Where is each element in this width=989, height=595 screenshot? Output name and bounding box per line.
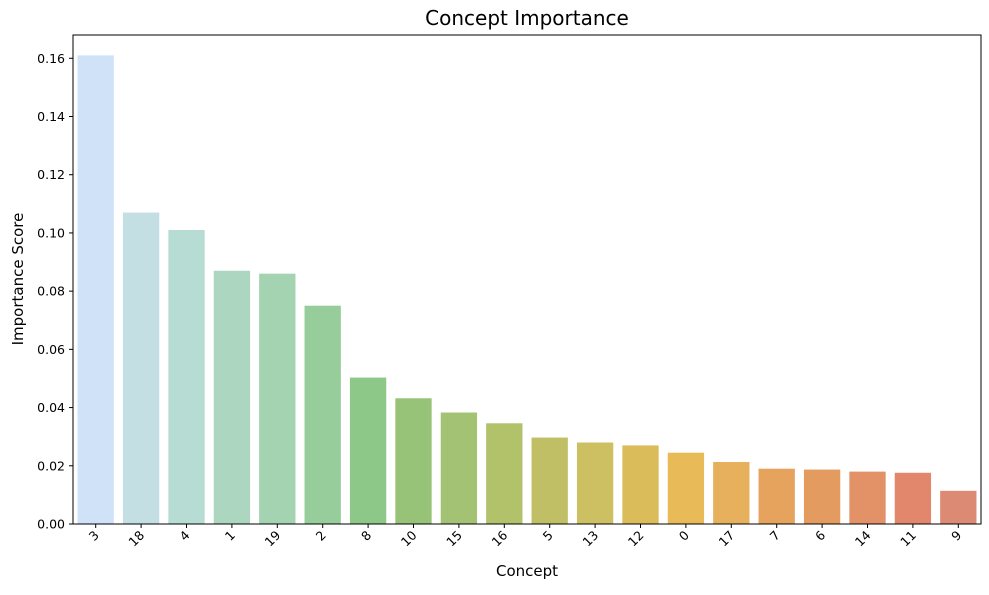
y-tick-label: 0.04 — [37, 400, 65, 415]
y-tick-label: 0.12 — [37, 167, 65, 182]
bar-concept-12 — [622, 445, 659, 524]
bar-concept-14 — [849, 471, 886, 524]
bar-concept-0 — [667, 452, 705, 524]
bar-concept-8 — [349, 377, 387, 524]
x-tick-label: 8 — [358, 527, 374, 543]
x-tick-label: 19 — [262, 527, 284, 549]
x-tick-label: 6 — [812, 527, 828, 543]
plot-frame — [72, 34, 982, 525]
x-tick-label: 7 — [767, 528, 783, 544]
x-tick-label: 12 — [625, 528, 647, 550]
y-tick-label: 0.14 — [37, 109, 65, 124]
x-tick-label: 3 — [86, 528, 102, 544]
x-tick-label: 18 — [125, 527, 147, 549]
y-tick-label: 0.02 — [37, 458, 65, 473]
y-tick-label: 0.00 — [37, 517, 65, 532]
x-tick-label: 0 — [676, 527, 692, 543]
x-tick-label: 17 — [716, 528, 738, 550]
x-tick-label: 5 — [540, 528, 556, 544]
y-tick-label: 0.08 — [37, 284, 65, 299]
x-tick-label: 1 — [222, 528, 238, 544]
x-axis: 3 18 4 1 19 2 8 10 15 16 5 13 12 0 17 7 6 14 11 9 — [86, 524, 964, 550]
x-tick-label: 15 — [443, 528, 465, 550]
bar-concept-5 — [531, 437, 568, 524]
x-tick-label: 14 — [852, 527, 874, 549]
bar-concept-9 — [940, 490, 977, 524]
bar-concept-15 — [440, 412, 478, 524]
bar-concept-2 — [304, 305, 341, 524]
x-axis-label: Concept — [496, 562, 558, 580]
y-axis-label: Importance Score — [9, 213, 27, 346]
bar-concept-4 — [168, 230, 205, 524]
y-tick-label: 0.06 — [37, 342, 65, 357]
y-tick-label: 0.10 — [37, 225, 65, 240]
bar-concept-1 — [213, 270, 251, 524]
y-tick-label: 0.16 — [37, 51, 65, 66]
x-tick-label: 9 — [948, 527, 964, 543]
bar-concept-7 — [758, 468, 795, 524]
x-tick-label: 2 — [313, 528, 329, 544]
bars-group — [77, 55, 977, 524]
bar-concept-10 — [395, 398, 432, 524]
bar-concept-16 — [486, 423, 523, 524]
chart-title: Concept Importance — [425, 6, 629, 30]
bar-concept-19 — [259, 273, 296, 524]
bar-concept-13 — [576, 442, 614, 524]
x-tick-label: 10 — [398, 527, 420, 549]
bar-concept-6 — [803, 469, 841, 524]
bar-concept-17 — [713, 462, 750, 524]
x-tick-label: 13 — [579, 528, 601, 550]
bar-concept-18 — [122, 212, 160, 524]
x-tick-label: 4 — [176, 527, 192, 543]
x-tick-label: 11 — [897, 528, 919, 550]
y-axis: 0.00 0.02 0.04 0.06 0.08 0.10 0.12 0.14 0.16 — [37, 51, 73, 532]
bar-concept-11 — [894, 472, 932, 524]
x-tick-label: 16 — [489, 527, 511, 549]
bar-concept-3 — [77, 55, 114, 524]
